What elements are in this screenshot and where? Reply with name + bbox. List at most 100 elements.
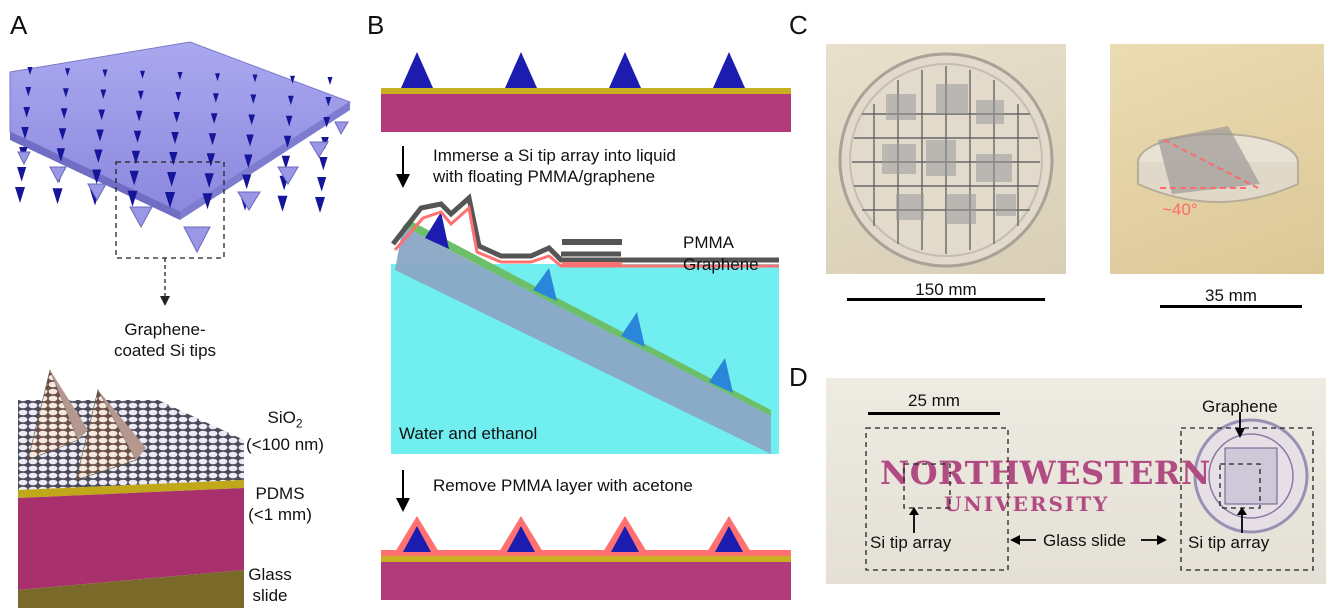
legend-graphene-label: Graphene <box>683 255 759 274</box>
legend-pmma-swatch <box>562 239 622 245</box>
membrane-tip <box>96 129 104 142</box>
membrane-tip <box>100 89 107 99</box>
membrane-tip <box>250 94 257 104</box>
panel-b-letter: B <box>367 10 385 40</box>
membrane-tip <box>208 133 217 146</box>
logo-university: UNIVERSITY <box>944 492 1110 516</box>
panel-d-letter: D <box>789 362 808 392</box>
scale-bar-left <box>847 298 1045 301</box>
legend-pmma-label: PMMA <box>683 233 734 252</box>
membrane-tip <box>27 67 33 75</box>
membrane-tip <box>23 107 30 118</box>
membrane-tip <box>140 70 145 79</box>
scale-bar-d <box>868 412 1000 415</box>
layer-label-sio2: SiO2 (<100 nm) <box>240 407 330 455</box>
membrane-tip <box>129 170 139 186</box>
membrane-tip <box>248 114 255 126</box>
membrane-tip <box>202 193 213 210</box>
membrane-tip <box>131 150 140 165</box>
membrane-tip <box>94 149 103 163</box>
glass-line1: Glass <box>248 565 292 584</box>
membrane-tip <box>242 174 252 190</box>
membrane-tip <box>171 132 179 144</box>
zoom-arrow <box>160 258 170 306</box>
photo-petri-dish-tilted: ~40° <box>1110 44 1324 274</box>
logo-northwestern: NORTHWESTERN <box>880 454 1211 492</box>
membrane-tip <box>127 190 138 207</box>
panel-a-caption: Graphene- coated Si tips <box>90 319 240 361</box>
membrane-tip <box>65 68 70 77</box>
university-seal-illustration <box>1193 418 1309 534</box>
panel-b-initial-tip-array <box>381 52 791 132</box>
membrane-tip <box>175 92 182 102</box>
panel-a-caption-line2: coated Si tips <box>113 341 217 360</box>
membrane-tip <box>133 130 142 143</box>
membrane-tip <box>287 95 294 106</box>
membrane-tip <box>290 75 295 84</box>
membrane-tip <box>62 88 69 98</box>
membrane-tip <box>252 74 258 83</box>
petri-dish-illustration <box>838 52 1054 268</box>
tilted-dish-illustration <box>1137 126 1299 203</box>
label-glass-slide: Glass slide <box>1043 531 1127 550</box>
step1-line2: with floating PMMA/graphene <box>433 167 656 186</box>
membrane-tip <box>17 167 27 182</box>
step1-arrow <box>396 146 410 188</box>
membrane-tip <box>177 72 183 80</box>
sio2-thickness: (<100 nm) <box>246 435 324 455</box>
membrane-tip <box>283 135 292 148</box>
panel-b-final-tip-array <box>381 516 791 600</box>
membrane-tip <box>173 112 180 123</box>
membrane-tip <box>102 69 108 78</box>
membrane-tip <box>323 117 330 128</box>
dashed-boxes-d <box>865 412 1314 571</box>
membrane-tip <box>285 115 293 127</box>
angle-label: ~40° <box>1162 200 1198 219</box>
panel-a-layer-cross-section <box>18 369 244 608</box>
membrane-tip <box>210 113 218 124</box>
membrane-tip <box>137 90 144 101</box>
legend-graphene-swatch <box>562 262 622 267</box>
membrane-tip <box>325 97 332 107</box>
membrane-tip <box>98 109 105 121</box>
membrane-tip <box>281 155 290 170</box>
layer-label-glass: Glass slide <box>240 564 300 606</box>
scale-label-left: 150 mm <box>915 280 977 299</box>
membrane-tip <box>167 172 177 187</box>
scale-label-right: 35 mm <box>1205 286 1257 305</box>
membrane-tip <box>327 77 333 85</box>
pdms-name: PDMS <box>255 484 305 503</box>
label-tip-array-right: Si tip array <box>1188 533 1270 552</box>
membrane-tip <box>25 87 32 97</box>
liquid-label: Water and ethanol <box>399 424 538 443</box>
sio2-subscript: 2 <box>295 416 303 431</box>
membrane-tip <box>56 148 65 162</box>
panel-c-letter: C <box>789 10 808 40</box>
panel-a-tip-array-illustration <box>9 41 352 259</box>
step2-text: Remove PMMA layer with acetone <box>433 476 693 495</box>
membrane-tip <box>215 73 220 82</box>
scale-label-d: 25 mm <box>908 391 960 410</box>
glass-line2: slide <box>252 586 288 605</box>
scale-bar-right <box>1160 305 1302 308</box>
panel-a-letter: A <box>10 10 28 40</box>
membrane-tip <box>246 134 254 147</box>
panel-a-caption-line1: Graphene- <box>124 320 206 339</box>
membrane-tip <box>92 169 102 185</box>
label-tip-array-left: Si tip array <box>870 533 952 552</box>
sio2-name: SiO <box>267 408 296 427</box>
membrane-tip <box>206 153 215 167</box>
membrane-tip <box>165 192 175 208</box>
step2-arrow <box>396 470 410 512</box>
membrane-tip <box>58 128 67 141</box>
membrane-tip <box>15 187 25 203</box>
membrane-tip <box>60 108 68 119</box>
membrane-tip <box>212 93 219 103</box>
photo-petri-dish-large <box>826 44 1066 274</box>
membrane-tip <box>244 154 253 168</box>
pdms-thickness: (<1 mm) <box>248 505 312 524</box>
membrane-tip <box>317 177 327 192</box>
step1-line1: Immerse a Si tip array into liquid <box>433 146 676 165</box>
membrane-tip <box>169 152 178 166</box>
layer-label-pdms: PDMS (<1 mm) <box>240 483 320 525</box>
